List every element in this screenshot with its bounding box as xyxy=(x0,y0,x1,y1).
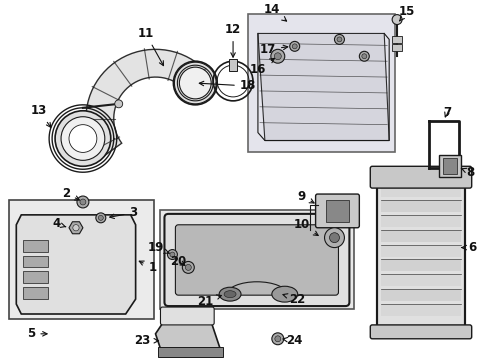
Bar xyxy=(23,256,48,267)
FancyBboxPatch shape xyxy=(160,307,214,325)
Bar xyxy=(23,287,48,299)
Circle shape xyxy=(98,215,103,220)
Bar xyxy=(381,230,460,242)
Text: 19: 19 xyxy=(147,241,169,254)
Circle shape xyxy=(334,35,344,44)
Text: 1: 1 xyxy=(139,261,156,274)
Text: 15: 15 xyxy=(398,5,414,21)
Text: 7: 7 xyxy=(442,106,450,119)
Text: 10: 10 xyxy=(293,218,318,235)
Bar xyxy=(381,244,460,257)
Circle shape xyxy=(73,225,79,231)
Polygon shape xyxy=(257,33,388,140)
Bar xyxy=(9,200,153,319)
Text: 20: 20 xyxy=(170,255,186,268)
Bar xyxy=(23,271,48,283)
Text: 14: 14 xyxy=(263,3,286,21)
FancyBboxPatch shape xyxy=(369,325,471,339)
Circle shape xyxy=(359,51,368,61)
FancyBboxPatch shape xyxy=(164,214,349,306)
Text: 22: 22 xyxy=(283,293,305,306)
Text: 12: 12 xyxy=(224,23,241,57)
Circle shape xyxy=(173,61,217,105)
Circle shape xyxy=(61,117,104,160)
Circle shape xyxy=(77,196,89,208)
Circle shape xyxy=(274,53,281,60)
Circle shape xyxy=(274,336,280,342)
Polygon shape xyxy=(16,215,135,314)
Text: 18: 18 xyxy=(199,80,256,93)
Bar xyxy=(438,156,460,177)
Bar xyxy=(228,59,237,71)
Ellipse shape xyxy=(224,291,236,298)
Text: 24: 24 xyxy=(283,334,302,347)
FancyBboxPatch shape xyxy=(369,166,471,188)
Text: 23: 23 xyxy=(134,334,158,347)
Circle shape xyxy=(96,213,105,223)
Bar xyxy=(160,210,354,309)
Circle shape xyxy=(329,233,339,243)
Circle shape xyxy=(55,111,111,166)
Text: 9: 9 xyxy=(297,189,313,203)
Circle shape xyxy=(361,54,366,59)
Ellipse shape xyxy=(219,287,241,301)
Bar xyxy=(381,185,460,197)
Polygon shape xyxy=(69,222,83,234)
Bar xyxy=(376,175,464,329)
Bar xyxy=(23,240,48,252)
FancyBboxPatch shape xyxy=(376,175,464,329)
Text: 5: 5 xyxy=(27,327,47,340)
Bar xyxy=(442,158,456,174)
Circle shape xyxy=(167,249,177,260)
Text: 2: 2 xyxy=(62,186,79,200)
Circle shape xyxy=(115,100,122,108)
Text: 8: 8 xyxy=(460,166,474,179)
Text: 4: 4 xyxy=(52,217,65,230)
FancyBboxPatch shape xyxy=(315,194,359,228)
Circle shape xyxy=(271,333,283,345)
Circle shape xyxy=(80,199,86,205)
Text: 21: 21 xyxy=(197,294,221,307)
Bar xyxy=(247,14,394,152)
Circle shape xyxy=(336,37,341,42)
Ellipse shape xyxy=(271,286,297,302)
Circle shape xyxy=(270,49,284,63)
Circle shape xyxy=(169,252,175,257)
Circle shape xyxy=(391,15,401,24)
Text: 6: 6 xyxy=(461,241,476,254)
Circle shape xyxy=(289,41,299,51)
Bar xyxy=(158,347,223,357)
Text: 3: 3 xyxy=(109,206,138,219)
Bar xyxy=(381,215,460,227)
Circle shape xyxy=(69,125,97,152)
Text: 11: 11 xyxy=(137,27,163,66)
Text: 16: 16 xyxy=(249,58,274,76)
Polygon shape xyxy=(86,49,211,159)
Circle shape xyxy=(324,228,344,248)
Circle shape xyxy=(182,261,194,273)
Bar xyxy=(391,44,401,51)
Text: 13: 13 xyxy=(31,104,51,127)
Circle shape xyxy=(292,44,297,49)
Bar xyxy=(325,200,349,222)
Bar xyxy=(381,260,460,271)
Bar xyxy=(381,200,460,212)
Circle shape xyxy=(185,265,191,270)
Polygon shape xyxy=(155,319,220,357)
Bar xyxy=(381,274,460,286)
Circle shape xyxy=(179,67,211,99)
Text: 17: 17 xyxy=(259,43,287,56)
Bar xyxy=(391,36,401,43)
FancyBboxPatch shape xyxy=(175,225,338,295)
Bar xyxy=(381,289,460,301)
Bar xyxy=(381,304,460,316)
